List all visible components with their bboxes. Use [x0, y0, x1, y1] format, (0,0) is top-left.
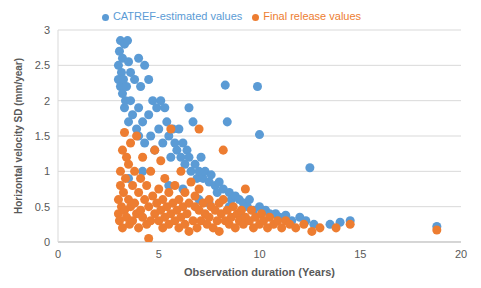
- svg-text:0: 0: [55, 248, 61, 260]
- svg-text:0: 0: [44, 236, 50, 248]
- svg-text:5: 5: [156, 248, 162, 260]
- svg-text:15: 15: [354, 248, 366, 260]
- svg-text:1.5: 1.5: [35, 130, 50, 142]
- html-text:CATREF-estimated values: CATREF-estimated values: [112, 10, 243, 22]
- svg-text:20: 20: [455, 248, 467, 260]
- svg-text:2: 2: [44, 95, 50, 107]
- svg-text:3: 3: [44, 24, 50, 36]
- svg-text:1: 1: [44, 165, 50, 177]
- svg-text:Horizontal velocity SD (mm/yea: Horizontal velocity SD (mm/year): [13, 58, 24, 214]
- svg-text:10: 10: [253, 248, 265, 260]
- html-text:Final release values: Final release values: [263, 10, 362, 22]
- svg-text:Observation duration (Years): Observation duration (Years): [184, 266, 335, 278]
- svg-text:2.5: 2.5: [35, 59, 50, 71]
- svg-text:0.5: 0.5: [35, 201, 50, 213]
